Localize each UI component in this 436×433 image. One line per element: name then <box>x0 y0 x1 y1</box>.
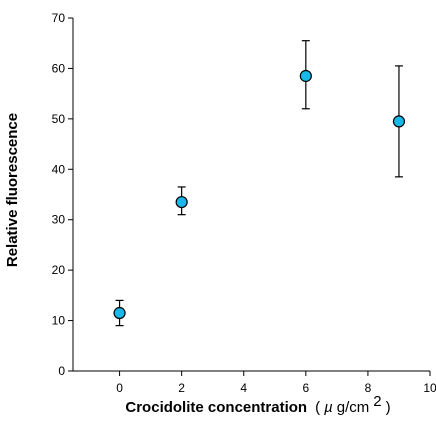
data-point <box>113 306 126 320</box>
y-tick-label: 30 <box>52 213 66 227</box>
data-points <box>113 69 406 320</box>
x-axis-title: Crocidolite concentration ( µ g/cm 2 ) <box>125 393 390 416</box>
data-point <box>299 69 312 83</box>
data-point <box>392 115 406 128</box>
y-tick-label: 20 <box>52 263 66 277</box>
error-bars <box>115 40 403 327</box>
y-tick-label: 50 <box>52 112 66 126</box>
y-tick-label: 0 <box>58 364 65 378</box>
x-tick-label: 6 <box>302 381 309 395</box>
y-axis-title: Relative fluorescence <box>4 113 21 267</box>
x-axis-unit-rest: g/cm <box>337 399 370 416</box>
y-tick-label: 10 <box>52 314 66 328</box>
x-tick-label: 8 <box>365 381 372 395</box>
x-tick-label: 2 <box>178 381 185 395</box>
y-ticks: 0 10 20 30 40 50 60 70 <box>52 11 73 378</box>
y-tick-label: 40 <box>52 162 66 176</box>
x-ticks: 0 2 4 6 8 10 <box>116 371 436 395</box>
x-axis-unit-mu: µ <box>324 399 333 416</box>
axes <box>72 18 430 372</box>
x-axis-unit-close: ) <box>386 399 391 416</box>
y-tick-label: 60 <box>52 61 66 75</box>
x-tick-label: 10 <box>423 381 436 395</box>
data-point <box>175 195 188 209</box>
x-tick-label: 4 <box>240 381 247 395</box>
x-axis-unit-sup: 2 <box>373 393 381 410</box>
y-tick-label: 70 <box>52 11 66 25</box>
x-axis-unit-open: ( <box>315 399 320 416</box>
x-tick-label: 0 <box>116 381 123 395</box>
x-axis-title-text: Crocidolite concentration <box>125 399 307 416</box>
